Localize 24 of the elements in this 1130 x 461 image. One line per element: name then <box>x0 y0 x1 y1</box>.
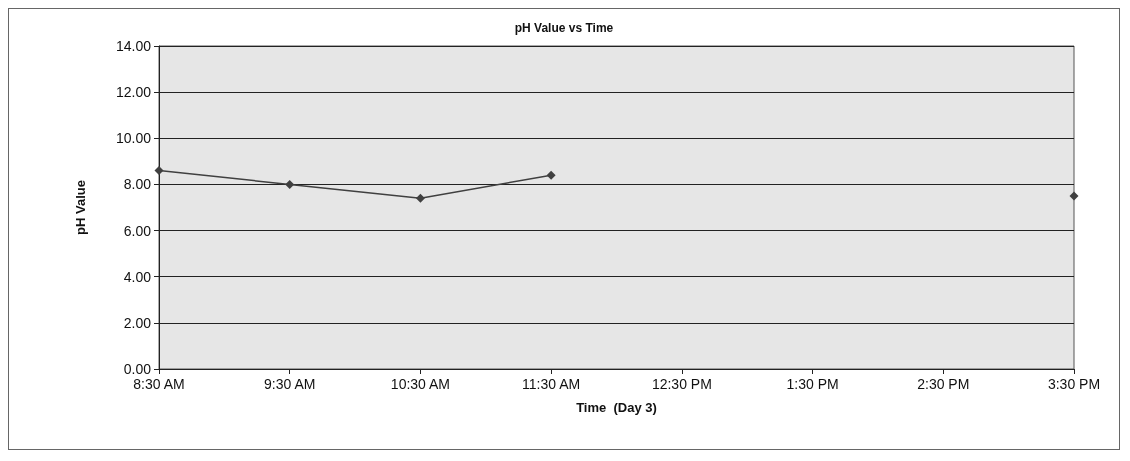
x-tick-label: 2:30 PM <box>917 376 970 392</box>
point <box>285 179 295 189</box>
y-tick-label: 14.00 <box>115 38 152 54</box>
y-tick-label: 4.00 <box>123 268 152 285</box>
y-tick-label: 2.00 <box>123 314 152 331</box>
y-axis-title: pH Value <box>73 180 88 235</box>
point <box>546 170 556 180</box>
y-tick-label: 8.00 <box>123 176 152 193</box>
y-tick-label: 6.00 <box>123 222 152 239</box>
x-tick-label: 10:30 AM <box>390 376 451 392</box>
y-tick-label: 12.00 <box>115 84 152 101</box>
x-tick-label: 12:30 PM <box>651 376 712 392</box>
x-tick-label: 1:30 PM <box>786 376 839 392</box>
x-tick-label: 8:30 AM <box>133 376 185 392</box>
y-tick-label: 10.00 <box>115 130 152 147</box>
point <box>154 166 164 176</box>
x-tick-label: 9:30 AM <box>264 376 316 392</box>
x-axis-title: Time (Day 3) <box>576 400 657 415</box>
x-tick-label: 11:30 AM <box>522 376 581 392</box>
point <box>1069 191 1079 201</box>
chart-title: pH Value vs Time <box>514 21 614 35</box>
point <box>415 193 425 203</box>
y-tick-label: 0.00 <box>123 361 152 377</box>
x-tick-label: 3:30 PM <box>1047 376 1101 392</box>
